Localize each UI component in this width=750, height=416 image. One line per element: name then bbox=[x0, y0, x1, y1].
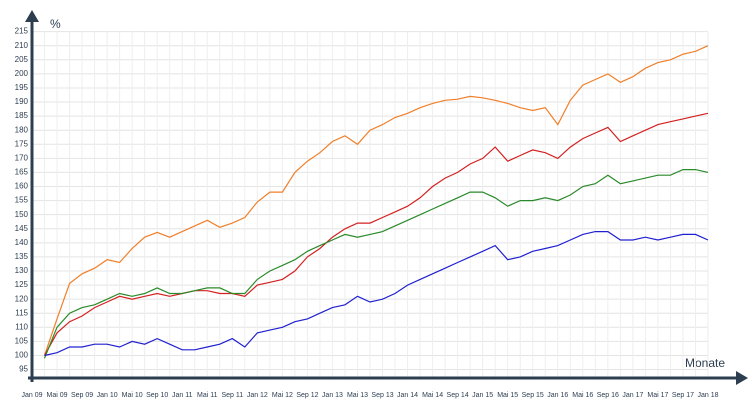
series-line bbox=[43, 112, 709, 356]
x-axis-arrow bbox=[736, 371, 748, 385]
series-line bbox=[43, 45, 709, 356]
y-tick-label: 190 bbox=[15, 97, 29, 106]
x-axis-label: Monate bbox=[685, 356, 725, 370]
x-tick-label: Sep 10 bbox=[146, 392, 168, 399]
y-tick-label: 150 bbox=[15, 210, 29, 219]
y-tick-label: 140 bbox=[15, 238, 29, 247]
y-tick-label: 185 bbox=[15, 111, 29, 120]
y-tick-label: 160 bbox=[15, 182, 29, 191]
y-tick-label: 175 bbox=[15, 139, 29, 148]
y-tick-label: 170 bbox=[15, 153, 29, 162]
x-tick-label: Jan 11 bbox=[172, 392, 193, 399]
x-tick-label: Jan 15 bbox=[472, 392, 493, 399]
y-tick-label: 215 bbox=[15, 27, 29, 36]
x-tick-label: Sep 14 bbox=[447, 392, 469, 399]
y-tick-label: 200 bbox=[15, 69, 29, 78]
x-tick-label: Sep 09 bbox=[71, 392, 93, 399]
y-tick-label: 155 bbox=[15, 196, 29, 205]
x-tick-label: Jan 10 bbox=[97, 392, 118, 399]
x-tick-label: Jan 13 bbox=[322, 392, 343, 399]
x-tick-label: Jan 16 bbox=[547, 392, 568, 399]
x-tick-label: Jan 17 bbox=[622, 392, 643, 399]
x-tick-label: Mai 11 bbox=[197, 392, 218, 399]
x-tick-label: Sep 15 bbox=[522, 392, 544, 399]
y-axis-label: % bbox=[50, 17, 61, 31]
y-tick-label: 125 bbox=[15, 280, 29, 289]
y-tick-label: 180 bbox=[15, 125, 29, 134]
y-tick-label: 130 bbox=[15, 266, 29, 275]
y-axis-arrow bbox=[25, 10, 39, 22]
y-tick-label: 165 bbox=[15, 168, 29, 177]
y-tick-label: 120 bbox=[15, 294, 29, 303]
y-tick-label: 105 bbox=[15, 337, 29, 346]
x-tick-label: Mai 13 bbox=[347, 392, 368, 399]
x-tick-label: Jan 14 bbox=[397, 392, 418, 399]
x-tick-label: Sep 13 bbox=[371, 392, 393, 399]
y-tick-label: 195 bbox=[15, 83, 29, 92]
series-line bbox=[44, 231, 709, 357]
series-line bbox=[43, 169, 709, 359]
x-tick-label: Mai 14 bbox=[422, 392, 443, 399]
y-tick-label: 210 bbox=[15, 41, 29, 50]
x-tick-label: Mai 15 bbox=[497, 392, 518, 399]
x-tick-label: Sep 16 bbox=[597, 392, 619, 399]
y-tick-label: 100 bbox=[15, 351, 29, 360]
y-tick-label: 135 bbox=[15, 252, 29, 261]
y-tick-label: 145 bbox=[15, 224, 29, 233]
x-tick-label: Mai 10 bbox=[122, 392, 143, 399]
x-tick-label: Jan 18 bbox=[697, 392, 718, 399]
x-tick-label: Mai 16 bbox=[572, 392, 593, 399]
x-tick-label: Jan 12 bbox=[247, 392, 268, 399]
y-tick-label: 205 bbox=[15, 55, 29, 64]
x-tick-label: Mai 17 bbox=[647, 392, 668, 399]
y-tick-label: 95 bbox=[19, 365, 28, 374]
x-tick-label: Sep 11 bbox=[221, 392, 243, 399]
x-tick-label: Jan 09 bbox=[21, 392, 42, 399]
x-tick-label: Sep 17 bbox=[672, 392, 694, 399]
y-tick-label: 115 bbox=[15, 308, 28, 317]
x-tick-label: Mai 09 bbox=[47, 392, 68, 399]
y-tick-label: 110 bbox=[15, 322, 28, 331]
x-tick-label: Sep 12 bbox=[296, 392, 318, 399]
x-tick-label: Mai 12 bbox=[272, 392, 293, 399]
